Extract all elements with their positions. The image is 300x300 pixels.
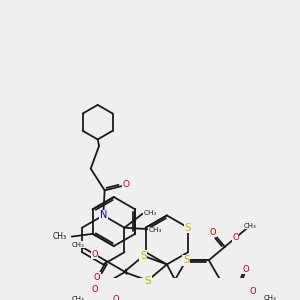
Text: O: O	[91, 250, 98, 259]
Text: CH₃: CH₃	[149, 227, 162, 233]
Text: O: O	[123, 180, 130, 189]
Text: CH₃: CH₃	[72, 242, 85, 248]
Text: CH₃: CH₃	[144, 210, 157, 216]
Text: CH₃: CH₃	[52, 232, 67, 241]
Text: S: S	[185, 223, 191, 233]
Text: O: O	[209, 228, 216, 237]
Text: N: N	[100, 210, 107, 220]
Text: O: O	[113, 295, 119, 300]
Text: CH₃: CH₃	[243, 223, 256, 229]
Text: CH₃: CH₃	[264, 295, 277, 300]
Text: O: O	[250, 287, 256, 296]
Text: S: S	[140, 251, 147, 261]
Text: O: O	[91, 285, 98, 294]
Text: O: O	[94, 273, 100, 282]
Text: S: S	[183, 255, 190, 265]
Text: O: O	[232, 233, 239, 242]
Text: O: O	[243, 265, 250, 274]
Text: CH₃: CH₃	[72, 296, 85, 300]
Text: S: S	[144, 275, 151, 286]
